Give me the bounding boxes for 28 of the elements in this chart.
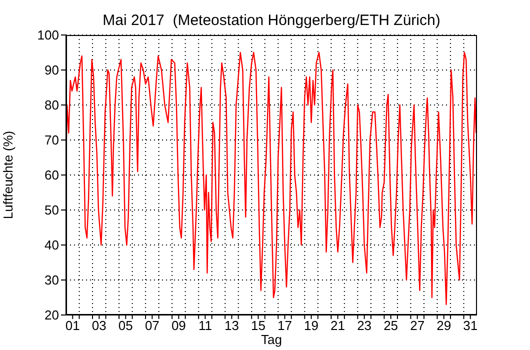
x-tick-label: 29 xyxy=(436,318,452,334)
y-tick-label: 100 xyxy=(37,28,59,43)
x-tick-label: 27 xyxy=(410,318,425,334)
x-tick-label: 17 xyxy=(278,318,292,334)
x-tick-label: 19 xyxy=(304,318,319,334)
x-tick-label: 07 xyxy=(144,318,160,334)
x-tick-label: 05 xyxy=(118,318,133,334)
x-tick-label: 15 xyxy=(251,318,266,334)
x-tick-label: 23 xyxy=(357,318,372,334)
y-tick-label: 20 xyxy=(44,308,59,323)
x-tick-label: 01 xyxy=(65,318,80,334)
chart-title: Mai 2017 (Meteostation Hönggerberg/ETH Zürich) xyxy=(102,12,442,29)
y-tick-label: 70 xyxy=(44,132,59,148)
x-tick-label: 21 xyxy=(330,318,346,334)
y-tick-label: 80 xyxy=(44,98,59,113)
y-tick-label: 40 xyxy=(44,238,59,253)
y-tick-label: 30 xyxy=(44,272,59,288)
y-tick-label: 90 xyxy=(44,62,59,78)
y-axis-title: Luftfeuchte (%) xyxy=(0,130,16,220)
x-tick-label: 09 xyxy=(171,318,186,334)
x-tick-label: 25 xyxy=(384,318,398,334)
x-tick-label: 11 xyxy=(198,318,212,334)
x-tick-label: 31 xyxy=(463,318,478,334)
y-tick-label: 50 xyxy=(44,202,59,218)
x-axis-title: Tag xyxy=(261,332,282,347)
y-tick-label: 60 xyxy=(44,168,59,183)
x-tick-label: 03 xyxy=(92,318,106,334)
x-tick-label: 13 xyxy=(224,318,239,334)
